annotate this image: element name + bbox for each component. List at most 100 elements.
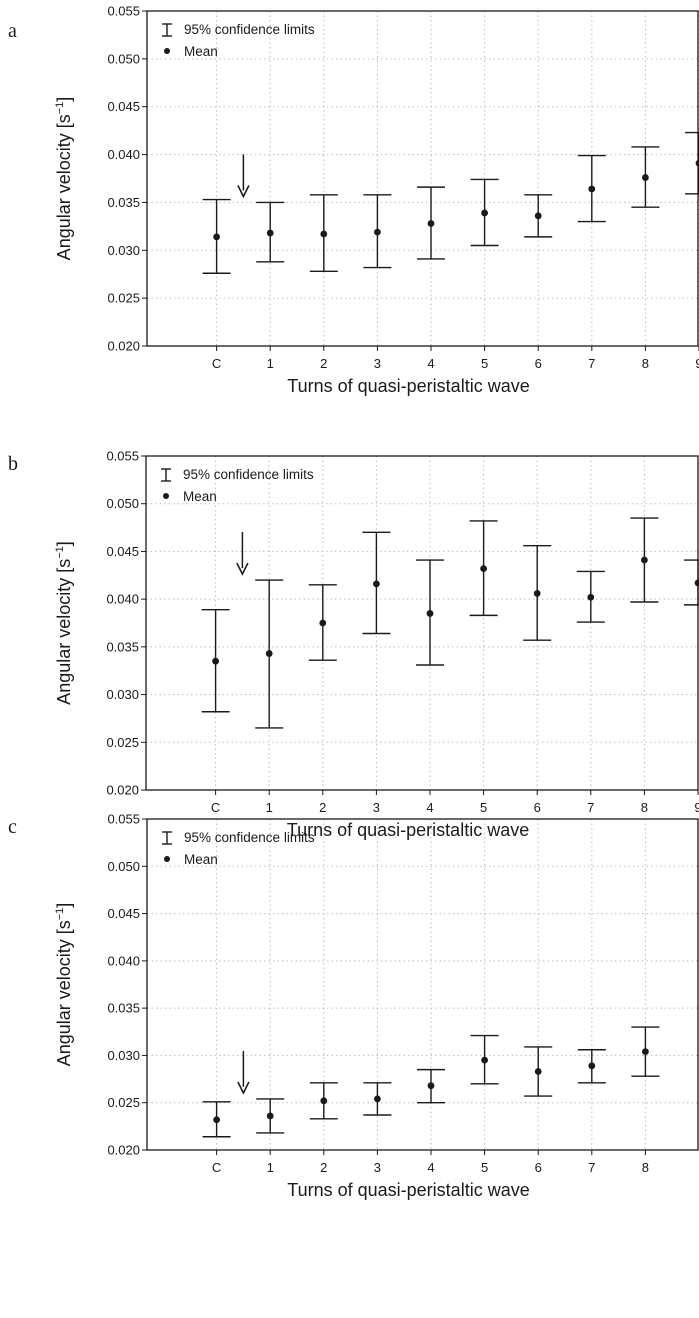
y-tick-label: 0.030 (106, 687, 139, 702)
legend-mean-label: Mean (183, 489, 217, 504)
x-tick-label: C (212, 1160, 221, 1175)
mean-point (694, 579, 699, 587)
legend-mean-marker (164, 856, 170, 862)
y-tick-label: 0.045 (107, 906, 140, 921)
x-tick-label: 8 (642, 356, 649, 371)
mean-point (320, 230, 328, 238)
chart-panel-a: a 0.020 0.025 0.030 0.035 0.040 0.045 0.050 0.05… (8, 4, 699, 396)
y-tick-label: 0.050 (106, 496, 139, 511)
mean-point (641, 556, 648, 564)
mean-point (426, 610, 434, 617)
x-tick-label: 3 (373, 800, 380, 815)
legend-ci-label: 95% confidence limits (184, 830, 315, 845)
mean-point (374, 1095, 381, 1103)
mean-point (481, 209, 488, 217)
y-tick-label: 0.035 (106, 639, 139, 654)
panel-label: c (8, 816, 17, 838)
x-tick-label: 9 (694, 800, 699, 815)
mean-point (213, 1116, 221, 1124)
mean-point (373, 580, 380, 588)
y-tick-label: 0.020 (107, 1143, 140, 1158)
legend-ci-label: 95% confidence limits (183, 467, 314, 482)
x-tick-label: 6 (535, 1160, 542, 1175)
mean-point (534, 212, 542, 220)
x-tick-label: 6 (534, 800, 541, 815)
x-tick-label: 4 (427, 356, 434, 371)
y-tick-label: 0.025 (107, 291, 140, 306)
x-tick-label: C (212, 356, 221, 371)
y-tick-label: 0.030 (107, 1048, 140, 1063)
y-tick-label: 0.040 (107, 147, 140, 162)
x-tick-label: 8 (642, 1160, 649, 1175)
x-tick-label: 5 (481, 1160, 488, 1175)
x-tick-label: 4 (426, 800, 433, 815)
plot-frame (145, 455, 699, 791)
x-tick-label: 7 (588, 1160, 595, 1175)
y-tick-label: 0.055 (106, 449, 139, 464)
y-tick-label: 0.045 (107, 99, 140, 114)
y-axis-title-main: Angular velocity [s (54, 114, 74, 260)
x-axis-title: Turns of quasi-peristaltic wave (287, 376, 529, 396)
y-axis-title-close: ] (54, 97, 74, 102)
mean-point (642, 174, 649, 181)
x-tick-label: 5 (480, 800, 487, 815)
y-tick-label: 0.020 (106, 783, 139, 798)
x-tick-label: 1 (267, 356, 274, 371)
x-tick-label: 6 (535, 356, 542, 371)
chart-panel-b: b 0.020 0.025 0.030 0.035 0.040 0.045 0.050 0.05… (8, 449, 699, 840)
mean-point (319, 619, 327, 627)
y-tick-label: 0.035 (107, 195, 140, 210)
mean-point (320, 1097, 328, 1105)
y-tick-label: 0.050 (107, 51, 140, 66)
mean-point (374, 228, 381, 236)
x-tick-label: 3 (374, 356, 381, 371)
mean-point (213, 233, 221, 241)
mean-point (266, 229, 274, 237)
x-tick-label: 4 (427, 1160, 434, 1175)
mean-point (481, 1056, 488, 1064)
y-tick-label: 0.055 (107, 812, 140, 827)
plot-frame (146, 818, 699, 1151)
legend-mean-marker (164, 48, 170, 54)
mean-point (266, 1112, 274, 1120)
x-tick-label: 3 (374, 1160, 381, 1175)
y-axis-title-exponent: −1 (54, 546, 66, 559)
plot-frame (146, 10, 699, 347)
mean-point (642, 1048, 649, 1056)
y-axis-title-main: Angular velocity [s (54, 920, 74, 1066)
y-tick-label: 0.025 (107, 1095, 140, 1110)
y-axis-title-close: ] (54, 903, 74, 908)
panel-label: b (8, 453, 18, 475)
arrow-head (236, 562, 249, 576)
y-tick-label: 0.025 (106, 735, 139, 750)
y-axis-title: Angular velocity [s−1] (54, 97, 74, 261)
y-axis-title: Angular velocity [s−1] (54, 903, 74, 1067)
x-tick-label: C (211, 800, 220, 815)
mean-point (480, 565, 487, 573)
arrow-head (237, 185, 250, 199)
mean-point (587, 593, 595, 601)
y-axis-title-exponent: −1 (54, 908, 66, 921)
chart-panel-c: c 0.020 0.025 0.030 0.035 0.040 0.045 0.050 0.05… (8, 812, 699, 1200)
y-tick-label: 0.020 (107, 339, 140, 354)
x-tick-label: 7 (587, 800, 594, 815)
y-axis-title: Angular velocity [s−1] (54, 541, 74, 705)
legend-mean-label: Mean (184, 44, 218, 59)
y-tick-label: 0.040 (107, 953, 140, 968)
x-tick-label: 1 (267, 1160, 274, 1175)
mean-point (695, 159, 699, 167)
mean-point (265, 650, 273, 657)
x-tick-label: 2 (320, 1160, 327, 1175)
y-tick-label: 0.050 (107, 859, 140, 874)
mean-point (534, 1068, 542, 1075)
y-axis-title-close: ] (54, 541, 74, 546)
arrow-head (237, 1081, 250, 1095)
x-tick-label: 7 (588, 356, 595, 371)
mean-point (212, 657, 220, 665)
y-tick-label: 0.030 (107, 243, 140, 258)
mean-point (588, 1062, 596, 1070)
x-axis-title: Turns of quasi-peristaltic wave (287, 820, 529, 840)
y-tick-label: 0.040 (106, 592, 139, 607)
x-tick-label: 5 (481, 356, 488, 371)
